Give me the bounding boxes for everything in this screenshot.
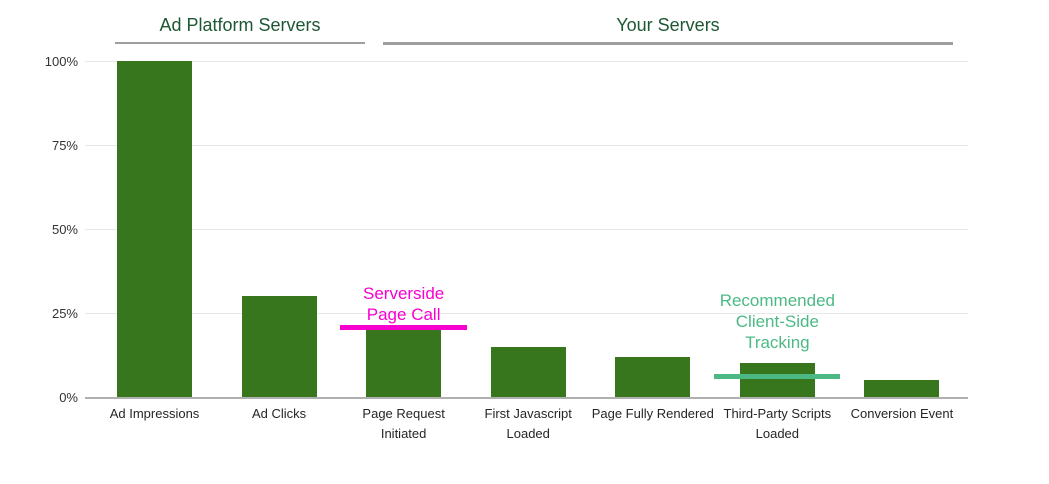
- y-tick-label-0: 0%: [59, 390, 78, 405]
- gridline-50: [85, 228, 968, 230]
- annotation-line-serverside: [340, 324, 468, 330]
- bar-page-fully-rendered: [615, 356, 691, 397]
- gridline-100: [85, 60, 968, 62]
- x-label-ad-impressions: Ad Impressions: [109, 406, 200, 421]
- bar-first-javascript-loaded: [490, 346, 566, 397]
- y-tick-label-25: 25%: [51, 306, 78, 321]
- bar-conversion-event: [864, 380, 940, 397]
- bar-ad-impressions: [117, 61, 192, 397]
- annotation-serverside: Serverside Page Call: [362, 284, 445, 324]
- x-label-page-fully-rendered: Page Fully Rendered: [591, 406, 714, 421]
- gridline-25: [85, 312, 968, 314]
- annotation-recommended: Recommended Client-Side Tracking: [719, 291, 835, 352]
- y-tick-label-75: 75%: [51, 138, 78, 153]
- group-underline-your-servers: [383, 42, 953, 45]
- x-label-page-request-initiated: Page Request Initiated: [362, 406, 445, 441]
- x-axis-baseline: [85, 397, 968, 399]
- y-tick-label-100: 100%: [44, 54, 78, 69]
- x-label-conversion-event: Conversion Event: [850, 406, 954, 421]
- group-header-your-servers: Your Servers: [616, 15, 720, 35]
- x-label-third-party-scripts-loaded: Third-Party Scripts Loaded: [723, 406, 832, 441]
- x-label-ad-clicks: Ad Clicks: [251, 406, 307, 421]
- gridline-75: [85, 144, 968, 146]
- bar-ad-clicks: [241, 296, 317, 397]
- x-label-first-javascript-loaded: First Javascript Loaded: [484, 406, 572, 441]
- bar-page-request-initiated: [366, 329, 442, 397]
- plot-area: [85, 60, 968, 399]
- bar-third-party-scripts-loaded: [739, 363, 815, 397]
- y-tick-label-50: 50%: [51, 222, 78, 237]
- annotation-line-recommended: [714, 374, 841, 380]
- group-underline-ad-platform-servers: [115, 42, 365, 44]
- group-header-ad-platform-servers: Ad Platform Servers: [159, 15, 321, 35]
